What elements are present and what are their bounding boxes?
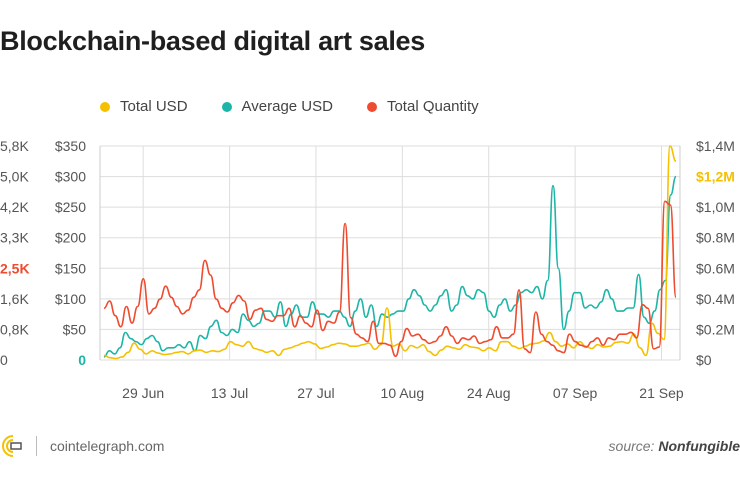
y-tick-label-average-usd: $350	[55, 138, 86, 154]
y-tick-label-average-usd: $300	[55, 169, 86, 185]
legend-label-total-quantity: Total Quantity	[386, 98, 479, 115]
cointelegraph-logo-icon	[2, 435, 22, 457]
y-tick-label-total-usd: $0.2M	[696, 321, 735, 337]
x-tick-label: 24 Aug	[467, 385, 511, 401]
footer-source-name: Nonfungible	[658, 438, 740, 454]
y-tick-label-average-usd: $200	[55, 230, 86, 246]
y-tick-label-quantity: 4,2K	[0, 199, 29, 215]
x-tick-label: 13 Jul	[211, 385, 248, 401]
series-line-total-quantity	[103, 200, 677, 358]
y-tick-label-total-usd: $1,4M	[696, 138, 735, 154]
footer-site[interactable]: cointelegraph.com	[50, 438, 165, 454]
y-tick-label-average-usd: $150	[55, 260, 86, 276]
chart-title: Blockchain-based digital art sales	[0, 26, 425, 56]
x-tick-label: 07 Sep	[553, 385, 598, 401]
y-tick-label-quantity: 0,8K	[0, 321, 29, 337]
y-tick-label-total-usd: $0.8M	[696, 230, 735, 246]
footer-source-prefix: source:	[608, 438, 659, 454]
x-tick-label: 10 Aug	[381, 385, 425, 401]
y-tick-label-quantity: 0	[0, 352, 8, 368]
y-tick-label-total-usd: $0.4M	[696, 291, 735, 307]
legend-item-total-quantity[interactable]: Total Quantity	[366, 98, 479, 115]
y-tick-label-quantity: 1,6K	[0, 291, 29, 307]
legend-label-total-usd: Total USD	[120, 98, 188, 115]
y-tick-label-quantity: 2,5K	[0, 260, 30, 276]
legend-dot-average-usd	[221, 101, 232, 112]
y-tick-label-average-usd: $50	[63, 321, 87, 337]
x-tick-label: 29 Jun	[122, 385, 164, 401]
footer-source: source: Nonfungible	[609, 438, 740, 454]
legend-dot-total-quantity	[366, 101, 377, 112]
y-tick-label-total-usd: $0.6M	[696, 260, 735, 276]
y-tick-label-average-usd: $100	[55, 291, 86, 307]
legend-item-total-usd[interactable]: Total USD	[100, 98, 188, 115]
chart-plot: 29 Jun 13 Jul 27 Jul 10 Aug 24 Aug 07 Sep 21 S…	[0, 138, 735, 401]
legend: Total USD Average USD Total Quantity	[100, 98, 479, 115]
series-line-total-usd	[103, 145, 677, 360]
legend-dot-total-usd	[100, 101, 110, 112]
y-tick-label-total-usd: $1,0M	[696, 199, 735, 215]
x-tick-label: 21 Sep	[639, 385, 684, 401]
y-tick-label-average-usd: $250	[55, 199, 86, 215]
legend-label-average-usd: Average USD	[241, 98, 333, 115]
y-tick-label-quantity: 5,0K	[0, 169, 29, 185]
x-tick-label: 27 Jul	[297, 385, 334, 401]
y-tick-label-quantity: 3,3K	[0, 230, 29, 246]
y-tick-label-quantity: 5,8K	[0, 138, 29, 154]
y-tick-label-total-usd: $1,2M	[696, 169, 735, 185]
series-line-average-usd	[103, 175, 677, 358]
legend-item-average-usd[interactable]: Average USD	[221, 98, 333, 115]
y-tick-label-average-usd: 0	[78, 352, 86, 368]
footer-divider	[36, 436, 37, 456]
y-tick-label-total-usd: $0	[696, 352, 712, 368]
